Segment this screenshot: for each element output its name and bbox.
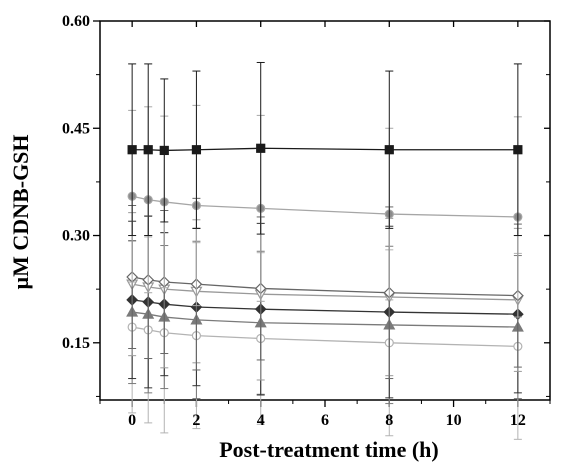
x-tick-label: 6 (321, 412, 329, 429)
series-line (132, 326, 518, 348)
data-point (143, 145, 153, 155)
series-4 (126, 215, 524, 399)
series-5 (126, 235, 524, 405)
x-tick-label: 12 (510, 412, 526, 429)
y-axis-title: µM CDNB-GSH (8, 134, 33, 289)
y-tick-label: 0.60 (62, 13, 90, 30)
data-point (127, 145, 137, 155)
data-point (513, 145, 523, 155)
data-point (384, 145, 394, 155)
data-point (256, 143, 266, 153)
tick-labels: 0 2 4 6 8 10 12 0.15 0.30 0.45 0.60 (62, 13, 526, 429)
series-6 (127, 232, 523, 440)
x-tick-label: 8 (385, 412, 393, 429)
series-line (132, 299, 518, 315)
data-point (159, 145, 169, 156)
series-line (132, 283, 518, 301)
series-group (126, 61, 524, 440)
series-1 (127, 104, 523, 318)
series-line (132, 311, 518, 328)
x-axis-title: Post-treatment time (h) (219, 437, 439, 462)
y-tick-label: 0.30 (62, 228, 90, 245)
x-tick-label: 4 (257, 412, 265, 429)
series-line (132, 147, 518, 152)
x-tick-label: 10 (446, 412, 462, 429)
x-tick-label: 0 (128, 412, 136, 429)
y-tick-label: 0.45 (62, 120, 90, 137)
series-2 (126, 197, 524, 380)
series-line (132, 276, 518, 297)
y-tick-label: 0.15 (62, 335, 90, 352)
data-point (191, 145, 202, 155)
x-tick-label: 2 (192, 412, 200, 429)
series-line (132, 195, 518, 218)
series-0 (127, 61, 523, 237)
